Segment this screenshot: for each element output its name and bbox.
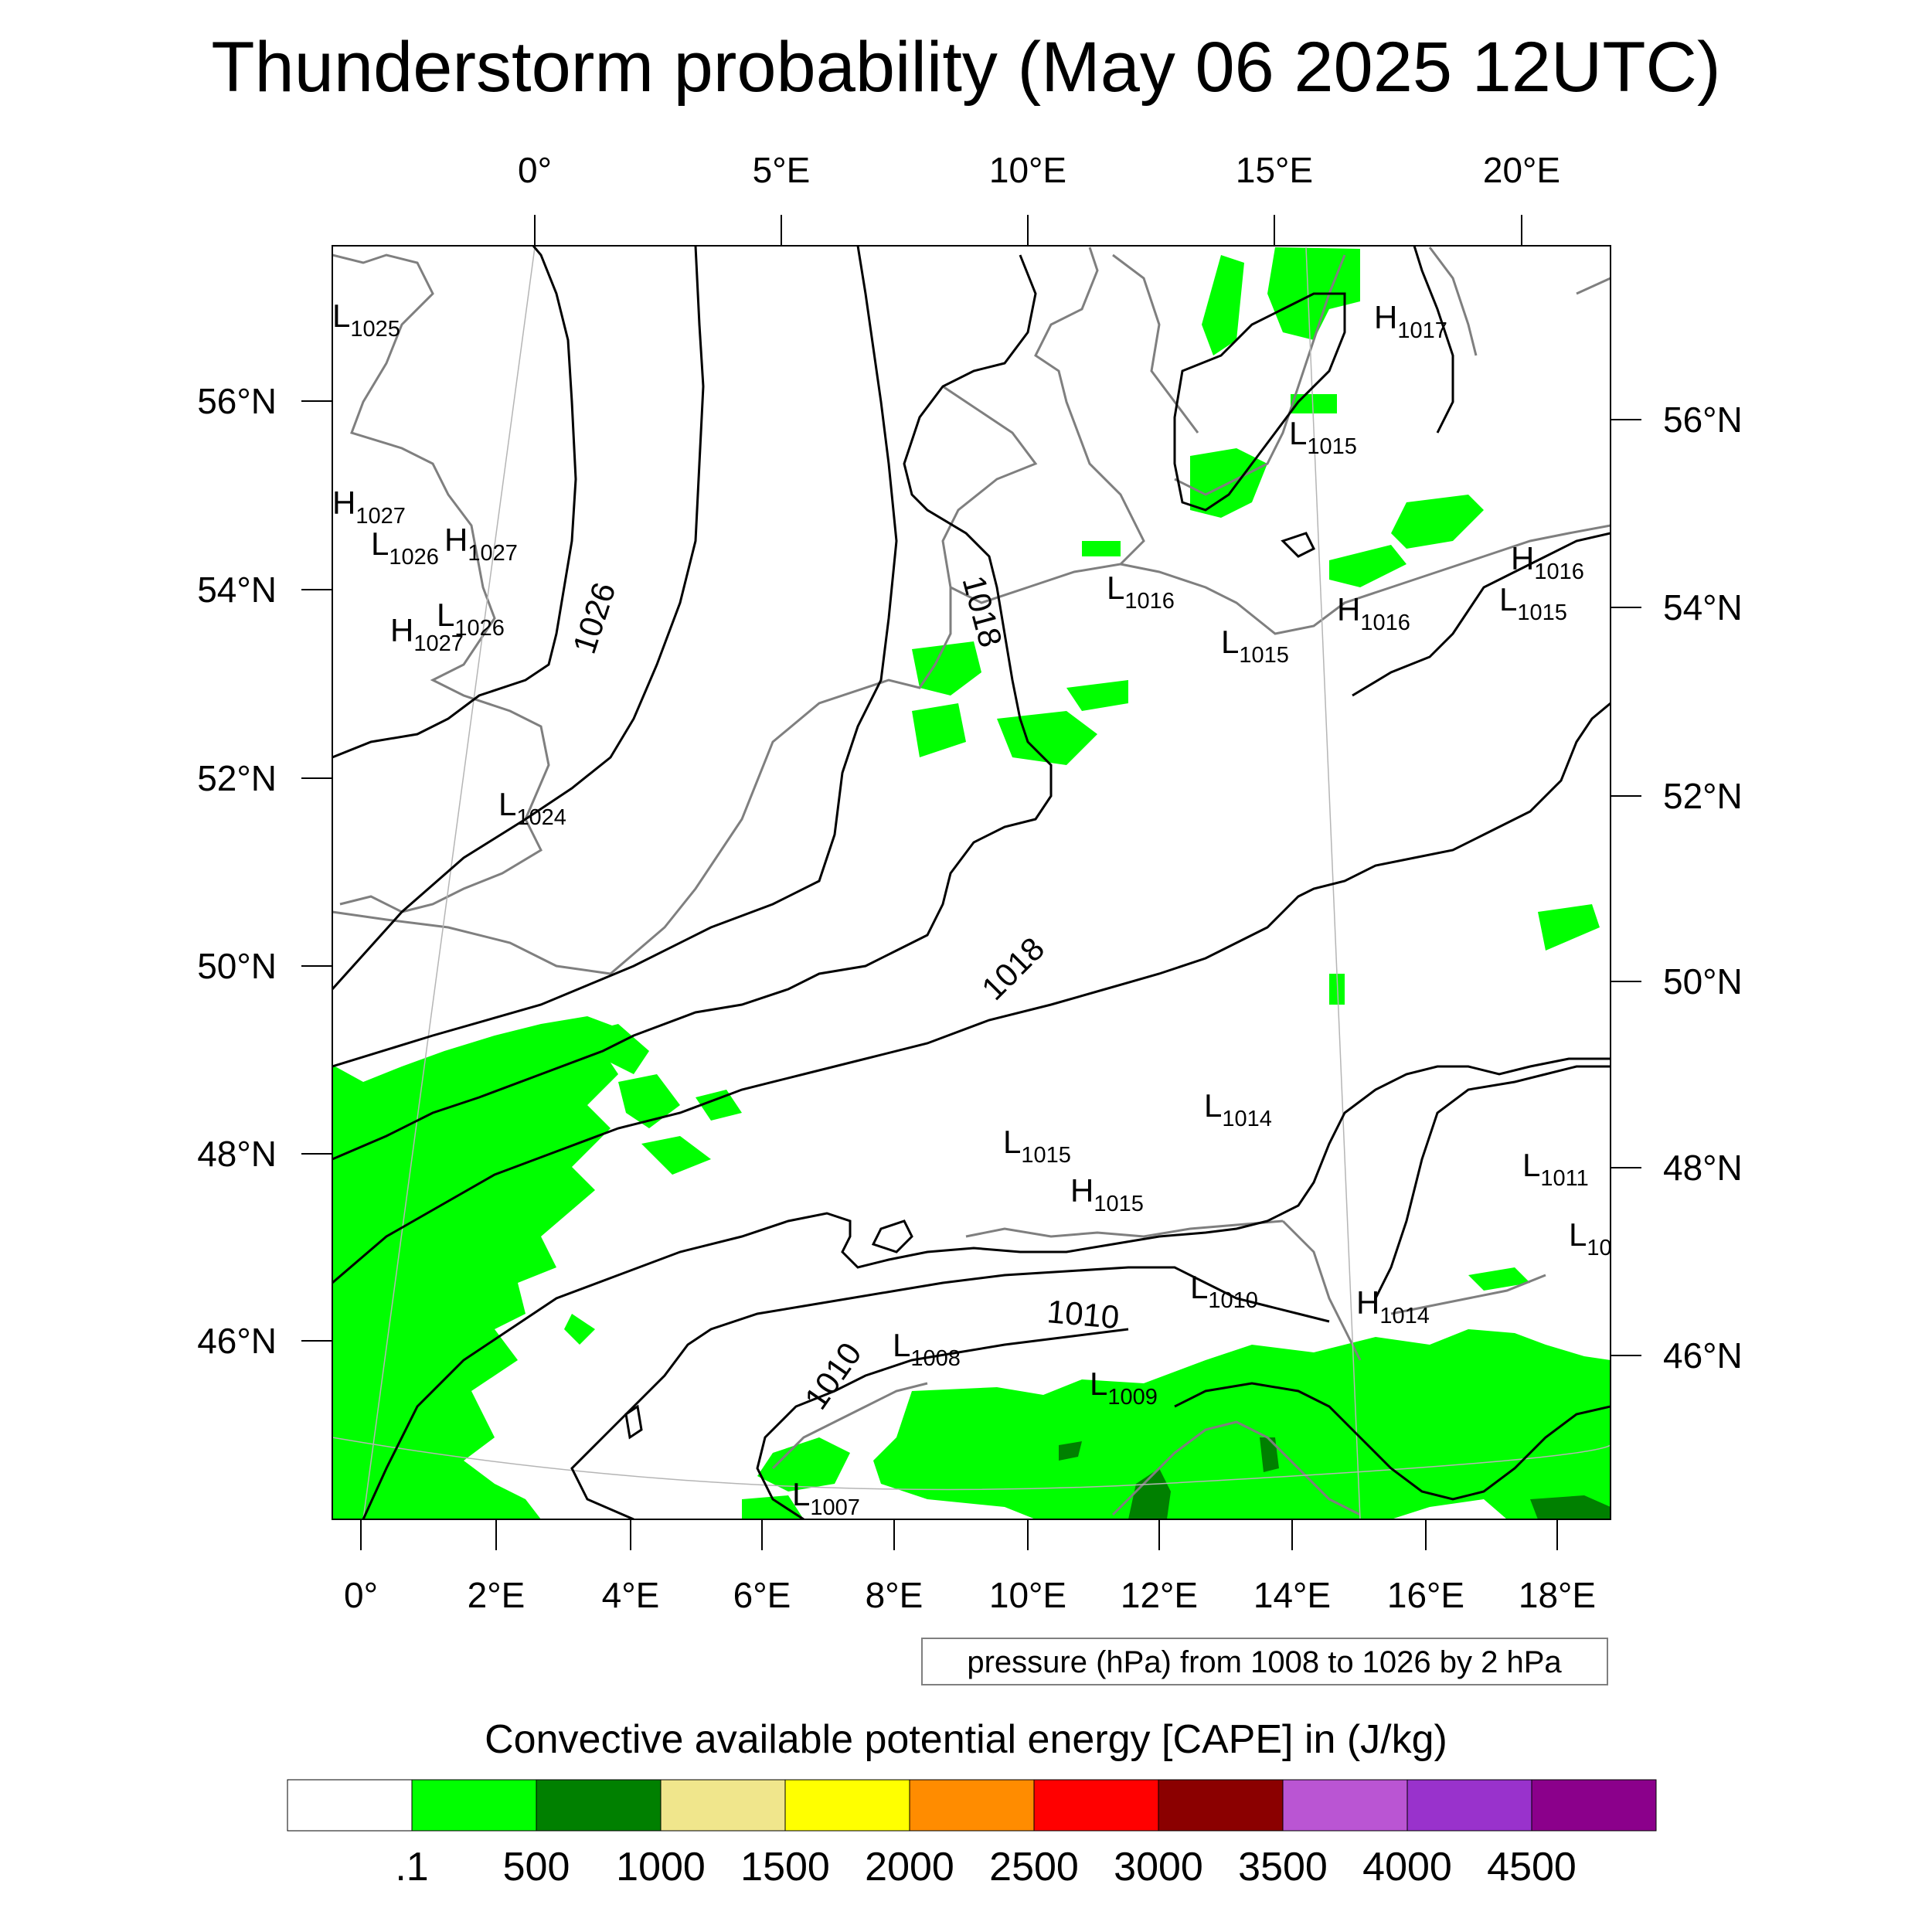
top-lon-label: 0° — [518, 150, 552, 190]
pressure-centers: L1025 H1027 L1026 H1027 H1027 L1026 L102… — [332, 298, 1612, 1520]
colorbar-box — [1033, 1779, 1159, 1832]
left-lat-label: 56°N — [197, 381, 277, 421]
bottom-lon-label: 8°E — [866, 1575, 923, 1615]
right-lat-label: 54°N — [1663, 587, 1743, 628]
bottom-lon-label: 6°E — [733, 1575, 791, 1615]
pressure-center: L1007 — [792, 1476, 860, 1520]
left-lat-label: 54°N — [197, 570, 277, 610]
pressure-center: L1009 — [1090, 1366, 1158, 1410]
pressure-center: L1008 — [893, 1327, 961, 1371]
left-lat-label: 46°N — [197, 1321, 277, 1361]
colorbar-box — [1531, 1779, 1657, 1832]
colorbar-tick-label: 1000 — [616, 1845, 706, 1889]
left-lat-label: 48°N — [197, 1134, 277, 1174]
colorbar-title: Convective available potential energy [C… — [485, 1717, 1447, 1762]
pressure-center: H1016 — [1511, 540, 1584, 584]
left-lat-labels: 56°N 54°N 52°N 50°N 48°N 46°N — [197, 381, 277, 1361]
colorbar-tick-label: .1 — [395, 1845, 428, 1889]
axis-ticks — [301, 215, 1641, 1550]
pressure-center: H1014 — [1356, 1284, 1430, 1328]
right-lat-label: 50°N — [1663, 961, 1743, 1002]
colorbar-box — [536, 1779, 662, 1832]
colorbar-tick-label: 4500 — [1487, 1845, 1577, 1889]
bottom-lon-label: 14°E — [1253, 1575, 1331, 1615]
bottom-lon-label: 12°E — [1121, 1575, 1198, 1615]
colorbar-tick-label: 3500 — [1238, 1845, 1328, 1889]
pressure-center: L1026 — [437, 597, 505, 641]
pressure-center: L1010 — [1190, 1269, 1258, 1313]
pressure-center: L1015 — [1221, 624, 1289, 668]
pressure-center: H1015 — [1070, 1172, 1144, 1216]
top-lon-label: 10°E — [989, 150, 1066, 190]
right-lat-label: 46°N — [1663, 1335, 1743, 1376]
cape-shading-darkgreen — [1059, 1437, 1611, 1519]
figure-title: Thunderstorm probability (May 06 2025 12… — [211, 28, 1720, 107]
colorbar-box — [784, 1779, 910, 1832]
colorbar — [287, 1779, 1657, 1832]
colorbar-box — [411, 1779, 537, 1832]
bottom-lon-label: 2°E — [468, 1575, 526, 1615]
colorbar-box — [1282, 1779, 1408, 1832]
top-lon-label: 20°E — [1483, 150, 1560, 190]
pressure-center: H1016 — [1337, 591, 1410, 635]
pressure-center: H1027 — [332, 485, 406, 529]
colorbar-tick-label: 3000 — [1114, 1845, 1203, 1889]
pressure-center: L1024 — [498, 786, 566, 830]
colorbar-tick-label: 2500 — [989, 1845, 1079, 1889]
bottom-lon-label: 16°E — [1387, 1575, 1464, 1615]
pressure-center: H1027 — [444, 522, 518, 566]
pressure-center: L1016 — [1107, 570, 1175, 614]
pressure-center: L1011 — [1522, 1147, 1589, 1191]
map-frame — [332, 245, 1611, 1520]
isobars — [332, 246, 1611, 1519]
colorbar-tick-label: 1500 — [740, 1845, 830, 1889]
pressure-center: L1026 — [371, 526, 439, 570]
pressure-center: H1027 — [390, 612, 464, 656]
colorbar-box — [1406, 1779, 1532, 1832]
right-lat-label: 56°N — [1663, 400, 1743, 440]
left-lat-label: 50°N — [197, 946, 277, 986]
bottom-lon-label: 0° — [344, 1575, 378, 1615]
pressure-center: L1015 — [1289, 415, 1357, 459]
right-lat-labels: 56°N 54°N 52°N 50°N 48°N 46°N — [1663, 400, 1743, 1376]
colorbar-box — [909, 1779, 1035, 1832]
map-panel: 0° 5°E 10°E 15°E 20°E 0° 2°E 4°E 6°E 8°E… — [197, 150, 1743, 1615]
colorbar-box — [287, 1779, 413, 1832]
right-lat-label: 52°N — [1663, 776, 1743, 816]
left-lat-label: 52°N — [197, 758, 277, 798]
pressure-center: L10 — [1569, 1216, 1612, 1260]
contour-info-box: pressure (hPa) from 1008 to 1026 by 2 hP… — [921, 1638, 1608, 1685]
bottom-lon-label: 10°E — [989, 1575, 1066, 1615]
top-lon-label: 15°E — [1236, 150, 1313, 190]
bottom-lon-label: 18°E — [1519, 1575, 1596, 1615]
colorbar-ticks: .1 500 1000 1500 2000 2500 3000 3500 4000 4500 — [395, 1845, 1577, 1889]
pressure-center: L1015 — [1003, 1124, 1071, 1168]
pressure-center: L1014 — [1204, 1087, 1272, 1131]
top-lon-labels: 0° 5°E 10°E 15°E 20°E — [518, 150, 1560, 190]
pressure-center: H1017 — [1374, 299, 1447, 343]
colorbar-tick-label: 500 — [503, 1845, 570, 1889]
bottom-lon-label: 4°E — [602, 1575, 660, 1615]
right-lat-label: 48°N — [1663, 1148, 1743, 1188]
colorbar-box — [1158, 1779, 1284, 1832]
isobar-label: 1010 — [1046, 1293, 1121, 1335]
colorbar-tick-label: 2000 — [865, 1845, 954, 1889]
coastlines — [332, 247, 1611, 1516]
bottom-lon-labels: 0° 2°E 4°E 6°E 8°E 10°E 12°E 14°E 16°E 1… — [344, 1575, 1596, 1615]
pressure-center: L1025 — [332, 298, 400, 342]
colorbar-tick-label: 4000 — [1362, 1845, 1452, 1889]
pressure-center: L1015 — [1499, 581, 1567, 625]
top-lon-label: 5°E — [753, 150, 811, 190]
colorbar-box — [660, 1779, 786, 1832]
contour-info-label: pressure (hPa) from 1008 to 1026 by 2 hP… — [967, 1645, 1562, 1679]
